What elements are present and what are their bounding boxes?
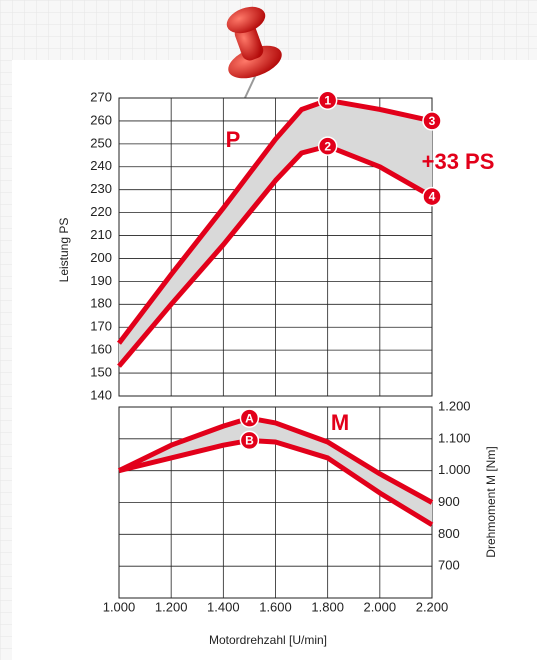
y-tick-label: 230	[90, 181, 112, 196]
point-label: 3	[429, 114, 436, 128]
x-tick-label: 1.200	[155, 599, 188, 614]
chart: Leistung PS Drehmoment M [Nm] Motordrehz…	[0, 0, 537, 660]
y-tick-label: 1.000	[438, 462, 471, 477]
x-tick-label: 1.800	[311, 599, 344, 614]
y-tick-label: 700	[438, 558, 460, 573]
y-tick-label: 240	[90, 158, 112, 173]
x-tick-label: 1.400	[207, 599, 240, 614]
annotation: +33 PS	[422, 149, 495, 174]
y-tick-label: 260	[90, 112, 112, 127]
y-axis-label: Leistung PS	[57, 218, 71, 283]
y-tick-label: 210	[90, 227, 112, 242]
y-tick-label: 270	[90, 89, 112, 104]
y-tick-label: 160	[90, 342, 112, 357]
y-tick-label: 1.200	[438, 398, 471, 413]
x-axis-label: Motordrehzahl [U/min]	[209, 633, 327, 647]
point-label: 4	[429, 190, 436, 204]
y2-axis-label: Drehmoment M [Nm]	[484, 446, 498, 557]
annotation: M	[331, 410, 349, 435]
y-tick-label: 1.100	[438, 430, 471, 445]
y-tick-label: 190	[90, 273, 112, 288]
x-tick-label: 1.000	[103, 599, 136, 614]
y-tick-label: 150	[90, 365, 112, 380]
point-label: 1	[324, 93, 331, 107]
y-tick-label: 200	[90, 250, 112, 265]
y-tick-label: 900	[438, 494, 460, 509]
x-tick-label: 1.600	[259, 599, 292, 614]
annotation: P	[226, 127, 241, 152]
x-tick-label: 2.000	[364, 599, 397, 614]
y-tick-label: 140	[90, 387, 112, 402]
point-label: B	[245, 434, 254, 448]
point-label: 2	[324, 139, 331, 153]
y-tick-label: 250	[90, 135, 112, 150]
y-tick-label: 800	[438, 526, 460, 541]
y-tick-label: 180	[90, 296, 112, 311]
point-label: A	[245, 411, 254, 425]
x-tick-label: 2.200	[416, 599, 449, 614]
y-tick-label: 170	[90, 319, 112, 334]
y-tick-label: 220	[90, 204, 112, 219]
